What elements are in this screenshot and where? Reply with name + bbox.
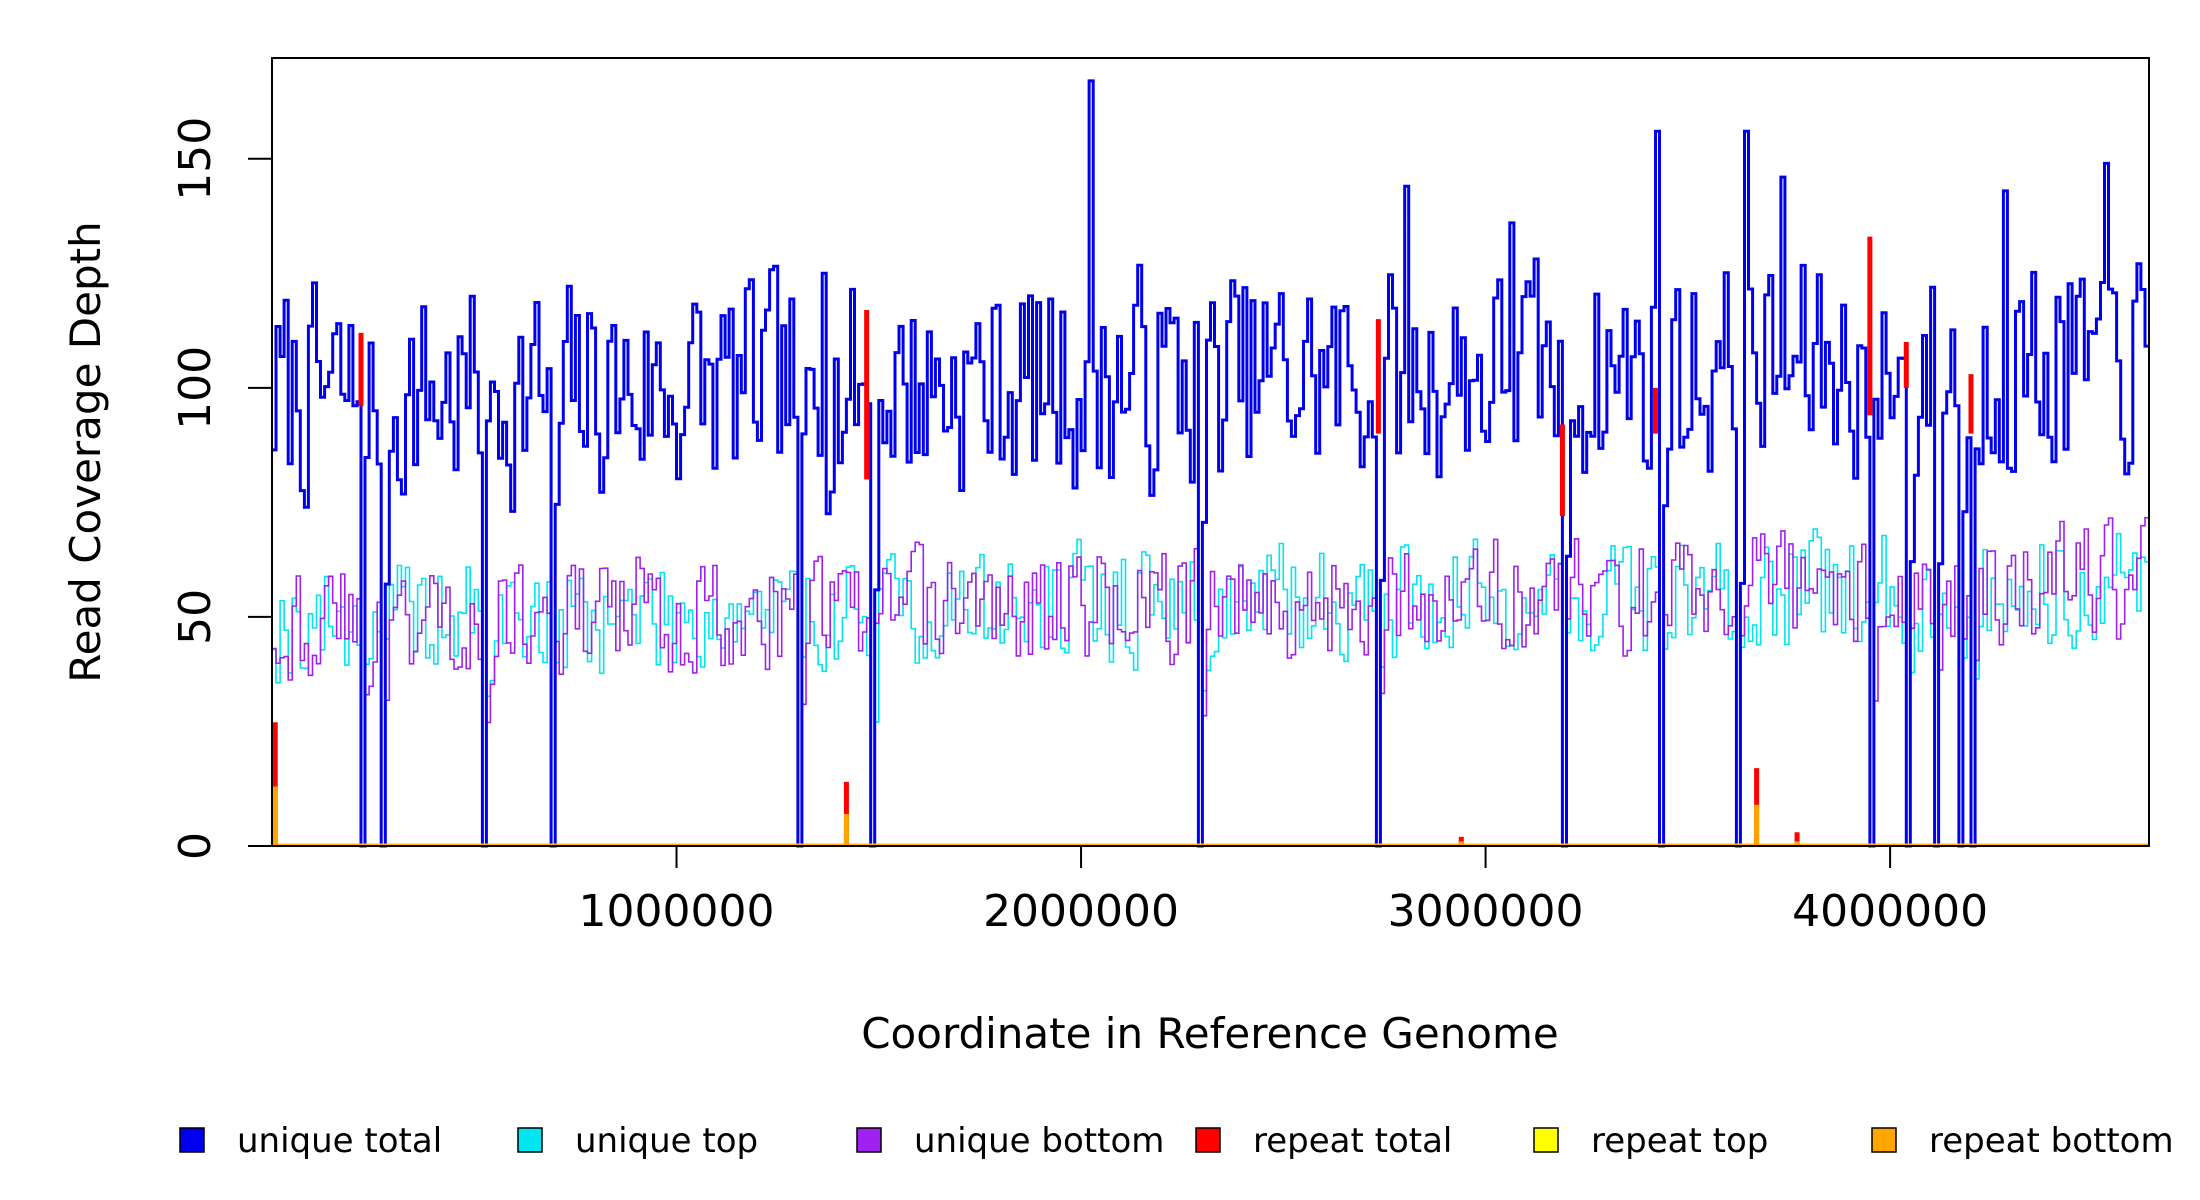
y-tick-label-0: 0 [170, 832, 221, 860]
legend-swatch-3 [1195, 1127, 1221, 1153]
legend-label-0: unique total [237, 1121, 442, 1161]
legend-label-5: repeat bottom [1929, 1121, 2174, 1161]
legend-swatch-1 [517, 1127, 543, 1153]
legend-swatch-4 [1533, 1127, 1559, 1153]
x-tick-label-2: 3000000 [1388, 886, 1584, 937]
legend-swatch-2 [856, 1127, 882, 1153]
y-tick-label-1: 50 [170, 589, 221, 645]
x-axis-title: Coordinate in Reference Genome [861, 1009, 1559, 1058]
legend-swatch-0 [179, 1127, 205, 1153]
x-tick-label-1: 2000000 [983, 886, 1179, 937]
legend: unique total unique top unique bottom repea… [179, 1121, 2174, 1161]
x-tick-label-3: 4000000 [1792, 886, 1988, 937]
y-axis-title: Read Coverage Depth [61, 221, 110, 682]
series-line-unique-top [272, 528, 2149, 847]
plot-frame [271, 57, 2150, 847]
legend-label-4: repeat top [1591, 1121, 1768, 1161]
legend-swatch-5 [1871, 1127, 1897, 1153]
legend-label-2: unique bottom [914, 1121, 1164, 1161]
y-tick-label-3: 150 [170, 117, 221, 201]
x-tick-label-0: 1000000 [579, 886, 775, 937]
x-axis: 1000000 2000000 3000000 4000000 [579, 846, 1988, 937]
y-tick-label-2: 100 [170, 346, 221, 430]
series-line-unique-total [272, 79, 2149, 848]
y-axis: 0 50 100 150 [170, 117, 272, 860]
legend-label-3: repeat total [1253, 1121, 1452, 1161]
series-line-unique-bottom [272, 517, 2149, 847]
legend-label-1: unique top [575, 1121, 758, 1161]
